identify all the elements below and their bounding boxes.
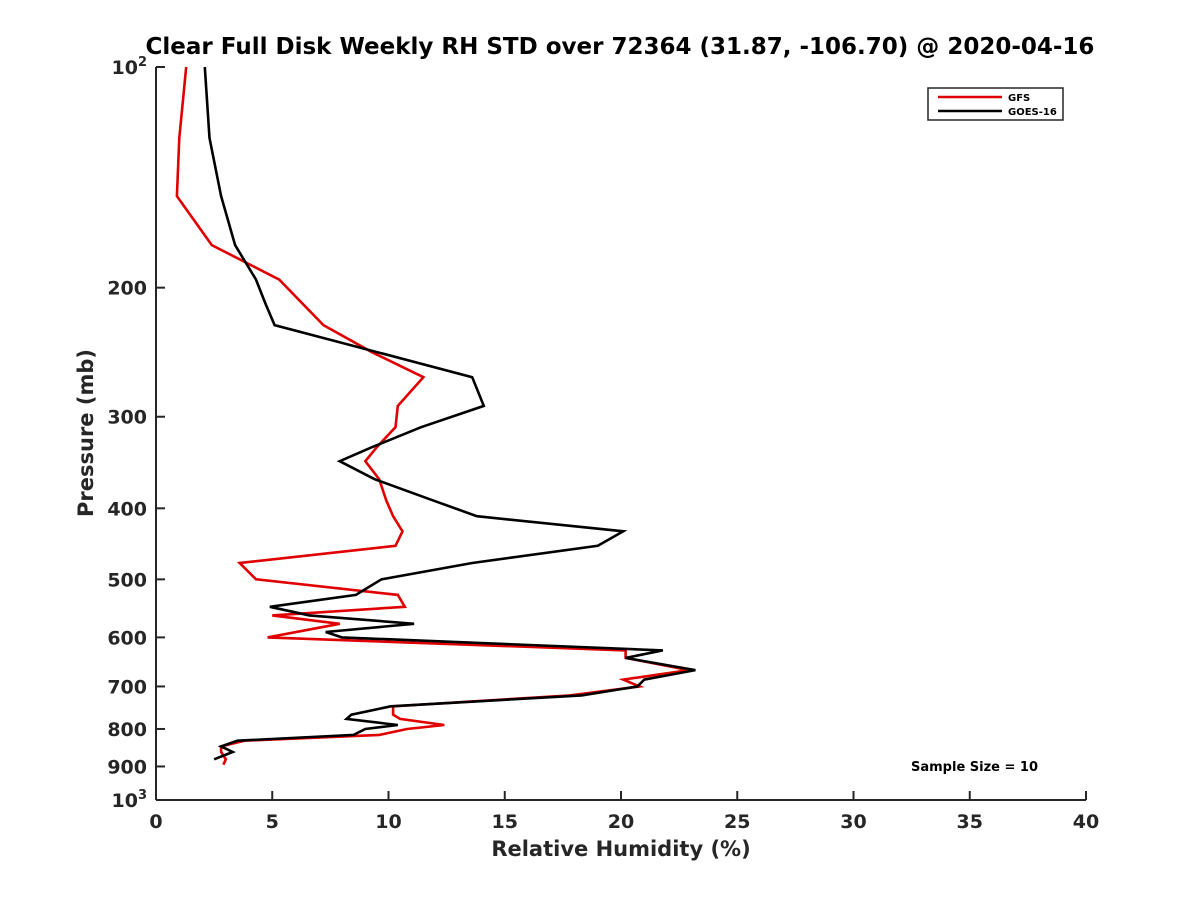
- y-tick-label: 200: [107, 278, 147, 300]
- y-tick-label: 900: [107, 756, 147, 778]
- x-tick-label: 35: [957, 811, 983, 833]
- y-tick-label: 102: [112, 55, 148, 79]
- series-line-goes-16: [203, 66, 696, 761]
- y-tick-label: 800: [107, 719, 147, 741]
- plot-area: [175, 66, 696, 766]
- x-axis-ticks: 0 5 10 15 20 25 30 35 40: [149, 791, 1099, 833]
- y-tick-label: 600: [107, 627, 147, 649]
- y-tick-label: 700: [107, 676, 147, 698]
- x-axis-label: Relative Humidity (%): [491, 837, 750, 861]
- legend-label-goes-16: GOES-16: [1008, 107, 1057, 118]
- sample-size-annotation: Sample Size = 10: [911, 760, 1038, 775]
- series-line-gfs: [175, 66, 689, 766]
- legend: GFS GOES-16: [927, 87, 1064, 121]
- legend-label-gfs: GFS: [1008, 93, 1030, 104]
- y-axis-label: Pressure (mb): [74, 349, 98, 517]
- y-tick-label: 500: [107, 569, 147, 591]
- y-tick-label: 300: [107, 407, 147, 429]
- y-tick-label: 103: [112, 788, 148, 812]
- x-tick-label: 25: [724, 811, 750, 833]
- x-tick-label: 10: [375, 811, 401, 833]
- legend-box: [927, 87, 1064, 121]
- x-tick-label: 20: [608, 811, 634, 833]
- chart-title: Clear Full Disk Weekly RH STD over 72364…: [146, 34, 1095, 60]
- x-tick-label: 5: [266, 811, 279, 833]
- x-tick-label: 30: [840, 811, 866, 833]
- y-tick-label: 400: [107, 498, 147, 520]
- x-tick-label: 15: [492, 811, 518, 833]
- x-tick-label: 40: [1073, 811, 1099, 833]
- x-tick-label: 0: [149, 811, 162, 833]
- y-axis-ticks: 102 200 300 400 500 600 700 800 900 103: [107, 55, 165, 812]
